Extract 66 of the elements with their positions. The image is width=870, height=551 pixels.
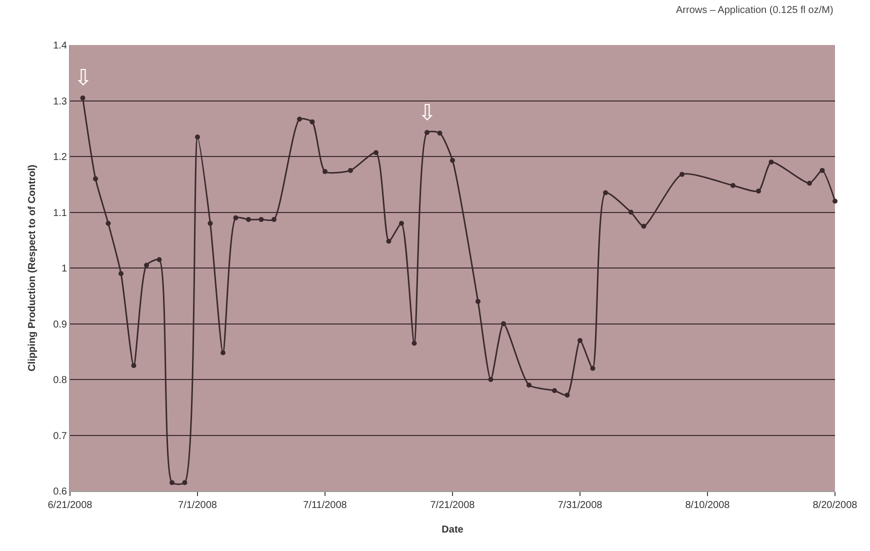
point: [564, 392, 570, 398]
point: [348, 168, 353, 173]
point: [424, 130, 430, 136]
point: [832, 198, 838, 204]
x-tick-label: 8/10/2008: [685, 500, 730, 511]
point: [322, 169, 328, 174]
y-tick-label: 0.7: [53, 430, 68, 442]
y-tick-label: 0.8: [53, 375, 68, 386]
annotation: ⇩: [74, 65, 92, 90]
y-tick-label: 0.6: [53, 486, 68, 498]
point: [144, 262, 149, 268]
y-tick-label: 1: [61, 264, 68, 274]
point: [182, 480, 188, 486]
point: [488, 377, 494, 382]
x-tick-label: 7/11/2008: [303, 500, 348, 511]
point: [118, 271, 124, 276]
x-tick-label: 7/31/2008: [558, 500, 603, 511]
y-tick-label: 0.9: [53, 319, 68, 330]
point: [258, 217, 264, 222]
point: [106, 220, 111, 226]
text: Arrows – Application (0.125 fl oz/M): [676, 5, 834, 16]
x-axis-title: Date: [442, 524, 464, 536]
point: [399, 220, 404, 226]
point: [156, 257, 162, 262]
x-tick-label: 6/21/2008: [48, 500, 93, 511]
point: [628, 210, 634, 215]
point: [220, 350, 226, 356]
y-tick-label: 1.3: [53, 96, 68, 108]
point: [80, 95, 86, 100]
point: [208, 220, 213, 226]
point: [450, 158, 455, 163]
point: [412, 340, 417, 346]
point: [526, 382, 532, 388]
x-tick-label: 8/20/2008: [812, 500, 858, 511]
point: [603, 190, 608, 196]
point: [386, 238, 392, 244]
point: [476, 298, 480, 304]
x-tick-label: 7/21/2008: [430, 500, 476, 511]
y-tick-label: 1.2: [53, 152, 68, 163]
y-tick-label: 1.1: [53, 208, 68, 219]
annotation: ⇩: [418, 100, 436, 125]
point: [680, 172, 684, 177]
point: [272, 217, 276, 222]
point: [578, 338, 582, 343]
point: [310, 119, 315, 124]
point: [501, 321, 506, 326]
point: [246, 217, 251, 222]
point: [437, 130, 442, 136]
point: [730, 182, 736, 188]
x-tick-label: 7/1/2008: [178, 500, 218, 511]
point: [233, 215, 238, 220]
point: [374, 150, 378, 156]
point: [93, 176, 98, 182]
point: [170, 480, 174, 486]
point: [641, 224, 646, 229]
point: [297, 116, 302, 122]
point: [552, 388, 557, 394]
point: [590, 366, 596, 371]
point: [195, 134, 200, 140]
point: [820, 168, 825, 173]
y-tick-label: 1.4: [53, 40, 68, 52]
point: [807, 180, 812, 186]
point: [756, 188, 761, 194]
point: [768, 160, 774, 165]
point: [131, 363, 136, 368]
y-axis-title: Clipping Production (Respect to of Control): [27, 164, 38, 372]
